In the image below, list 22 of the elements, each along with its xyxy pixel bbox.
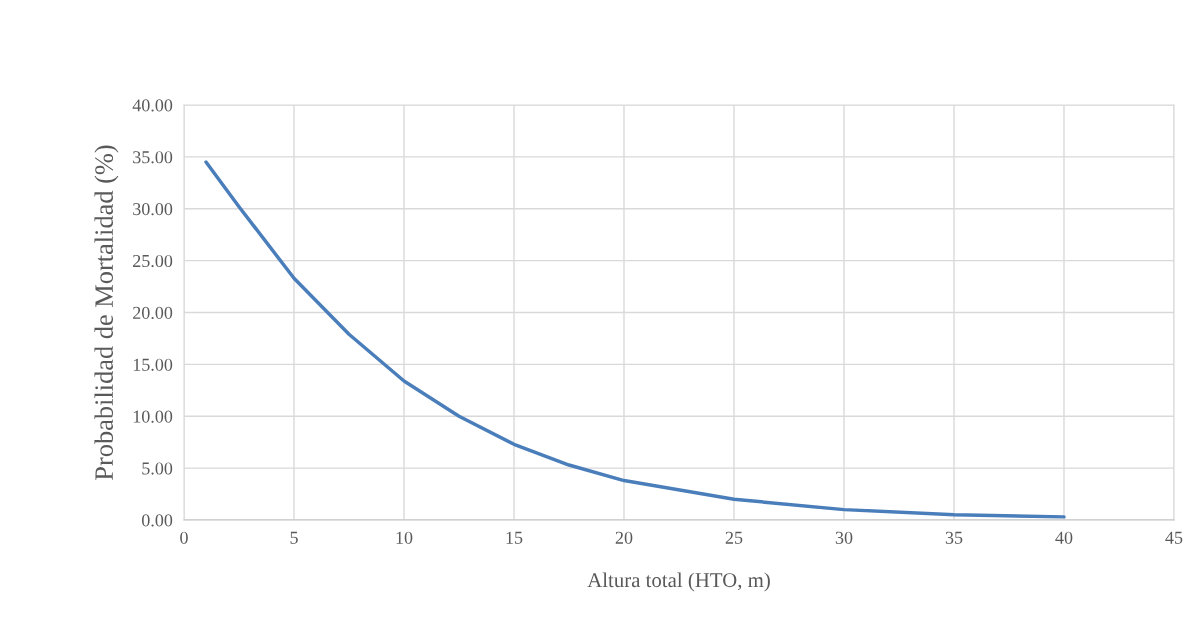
y-axis-title: Probabilidad de Mortalidad (%) — [94, 145, 119, 480]
y-tick-label: 10.00 — [133, 410, 173, 423]
x-tick-label: 30 — [835, 531, 853, 544]
y-tick-label: 5.00 — [142, 462, 173, 475]
x-tick-label: 15 — [506, 531, 523, 544]
line-series — [204, 160, 1066, 519]
y-tick-label: 35.00 — [133, 151, 173, 164]
x-tick-label: 0 — [180, 531, 188, 544]
x-tick-label: 25 — [725, 531, 743, 544]
x-tick-label: 5 — [290, 531, 298, 544]
x-tick-label: 40 — [1055, 531, 1073, 544]
x-axis-title: Altura total (HTO, m) — [587, 572, 770, 592]
x-tick-label: 45 — [1165, 531, 1183, 544]
x-tick-label: 20 — [615, 531, 633, 544]
y-tick-label: 30.00 — [133, 203, 173, 216]
y-tick-label: 25.00 — [133, 254, 173, 268]
y-tick-label: 40.00 — [132, 99, 173, 112]
x-tick-label: 10 — [396, 531, 413, 544]
x-tick-label: 35 — [945, 531, 963, 544]
y-tick-label: 20.00 — [133, 306, 173, 320]
y-tick-label: 15.00 — [133, 358, 173, 371]
y-tick-label: 0.00 — [141, 514, 173, 527]
